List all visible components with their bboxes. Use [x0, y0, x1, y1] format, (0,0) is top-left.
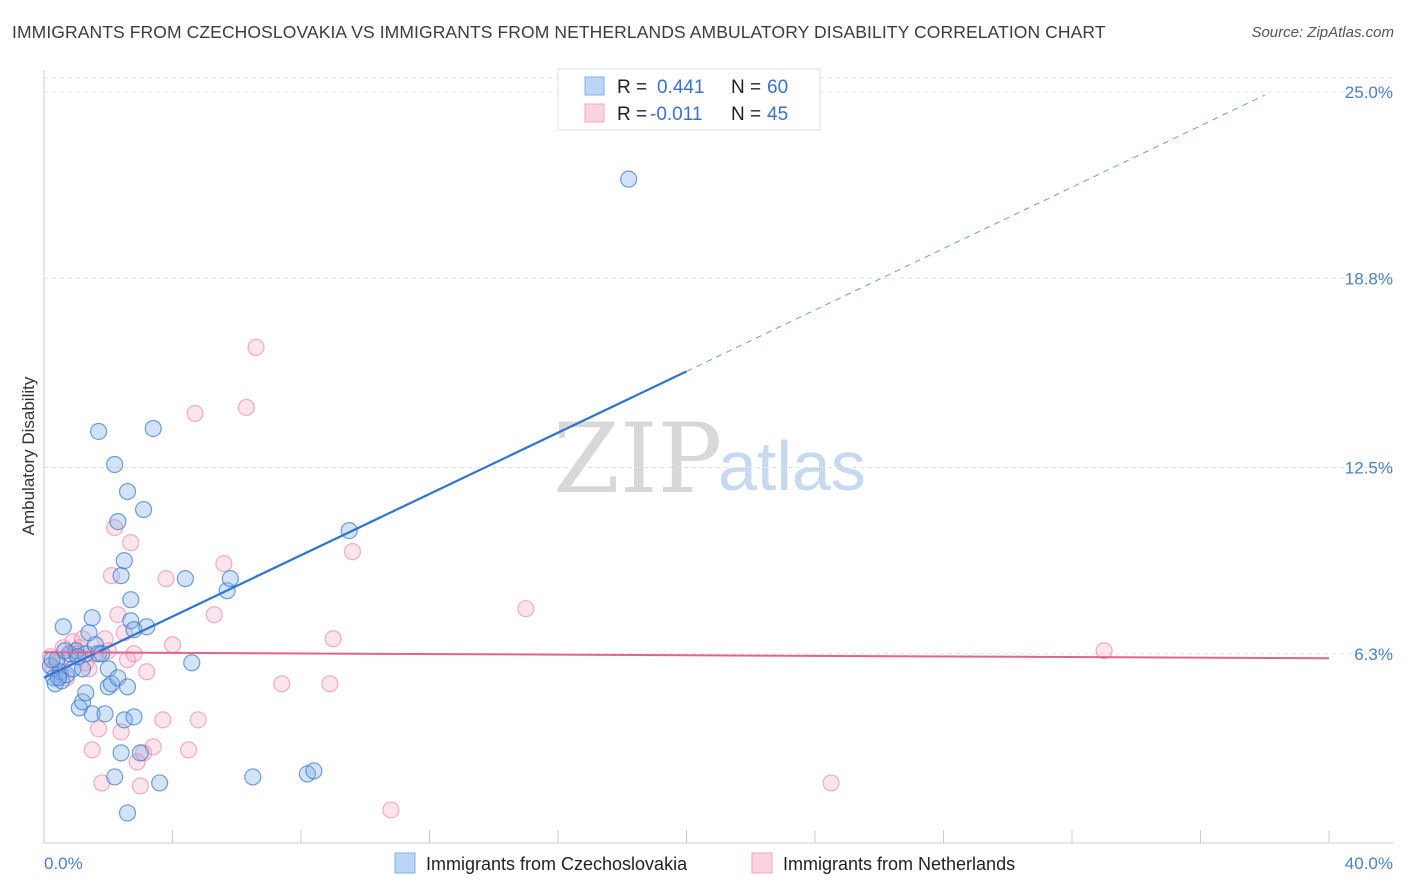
- watermark-zip: ZIP: [553, 403, 722, 515]
- czechoslovakia-point: [136, 502, 152, 518]
- czechoslovakia-point: [621, 171, 637, 187]
- legend-r-label-neth: R =: [617, 104, 647, 125]
- netherlands-point: [190, 712, 206, 728]
- netherlands-point: [344, 544, 360, 560]
- legend-r-value-neth: -0.011: [650, 104, 702, 125]
- czechoslovakia-point: [78, 685, 94, 701]
- series-czechoslovakia-points: [42, 171, 636, 821]
- czechoslovakia-point: [245, 769, 261, 785]
- trend-lines: [44, 95, 1329, 678]
- legend-swatch-neth: [585, 104, 604, 122]
- bottom-legend: Immigrants from Czechoslovakia Immigrant…: [395, 853, 1015, 874]
- legend-swatch-czech: [585, 77, 604, 95]
- x-axis-ticks: [44, 830, 1329, 843]
- netherlands-point: [139, 664, 155, 680]
- netherlands-point: [823, 775, 839, 791]
- czechoslovakia-point: [120, 679, 136, 695]
- netherlands-point: [165, 637, 181, 653]
- netherlands-point: [91, 721, 107, 737]
- czechoslovakia-point: [110, 514, 126, 530]
- x-tick-label-min: 0.0%: [44, 854, 83, 873]
- netherlands-point: [216, 556, 232, 572]
- bottom-legend-swatch-neth: [752, 853, 772, 873]
- netherlands-point: [132, 778, 148, 794]
- netherlands-point: [238, 399, 254, 415]
- czechoslovakia-point: [113, 568, 129, 584]
- czechoslovakia-point: [107, 457, 123, 473]
- czechoslovakia-point: [306, 763, 322, 779]
- czechoslovakia-point: [116, 553, 132, 569]
- grid-lines: [44, 78, 1393, 654]
- netherlands-point: [206, 607, 222, 623]
- czechoslovakia-point: [184, 655, 200, 671]
- czechoslovakia-point: [145, 420, 161, 436]
- netherlands-point: [383, 802, 399, 818]
- czechoslovakia-point: [177, 571, 193, 587]
- netherlands-point: [126, 646, 142, 662]
- netherlands-point: [322, 676, 338, 692]
- y-tick-label: 12.5%: [1345, 459, 1393, 478]
- netherlands-point: [155, 712, 171, 728]
- y-axis-label: Ambulatory Disability: [19, 376, 38, 535]
- czechoslovakia-trend-line: [44, 371, 687, 677]
- netherlands-point: [248, 339, 264, 355]
- legend-n-value-neth: 45: [767, 104, 788, 125]
- legend: R = 0.441 N = 60 R = -0.011 N = 45: [558, 69, 820, 130]
- czechoslovakia-point: [97, 706, 113, 722]
- netherlands-point: [518, 601, 534, 617]
- czechoslovakia-point: [152, 775, 168, 791]
- bottom-legend-swatch-czech: [395, 853, 415, 873]
- scatter-chart: ZIP atlas 6.3% 12.5% 18.8% 25.0% 0.0% 40.0%…: [0, 0, 1406, 892]
- legend-n-label-czech: N =: [731, 77, 761, 98]
- y-tick-label: 18.8%: [1345, 269, 1393, 288]
- czechoslovakia-point: [55, 619, 71, 635]
- netherlands-trend-line: [44, 652, 1329, 658]
- netherlands-point: [274, 676, 290, 692]
- netherlands-point: [187, 405, 203, 421]
- x-tick-label-max: 40.0%: [1345, 854, 1393, 873]
- czechoslovakia-point: [50, 670, 66, 686]
- bottom-legend-label-neth: Immigrants from Netherlands: [783, 854, 1015, 874]
- czechoslovakia-point: [120, 805, 136, 821]
- netherlands-point: [325, 631, 341, 647]
- legend-r-value-czech: 0.441: [657, 77, 705, 98]
- netherlands-point: [84, 742, 100, 758]
- czechoslovakia-point: [132, 745, 148, 761]
- legend-r-label-czech: R =: [617, 77, 647, 98]
- legend-n-label-neth: N =: [731, 104, 761, 125]
- y-tick-labels: 6.3% 12.5% 18.8% 25.0%: [1345, 83, 1393, 664]
- czechoslovakia-trend-extension: [687, 95, 1265, 371]
- czechoslovakia-point: [84, 610, 100, 626]
- czechoslovakia-point: [222, 571, 238, 587]
- czechoslovakia-point: [113, 745, 129, 761]
- netherlands-point: [123, 535, 139, 551]
- watermark-atlas: atlas: [718, 427, 866, 505]
- y-tick-label: 25.0%: [1345, 83, 1393, 102]
- bottom-legend-label-czech: Immigrants from Czechoslovakia: [426, 854, 688, 874]
- netherlands-point: [181, 742, 197, 758]
- netherlands-point: [158, 571, 174, 587]
- czechoslovakia-point: [107, 769, 123, 785]
- czechoslovakia-point: [120, 484, 136, 500]
- y-tick-label: 6.3%: [1354, 645, 1393, 664]
- czechoslovakia-point: [91, 423, 107, 439]
- czechoslovakia-point: [123, 592, 139, 608]
- czechoslovakia-point: [126, 709, 142, 725]
- legend-n-value-czech: 60: [767, 77, 788, 98]
